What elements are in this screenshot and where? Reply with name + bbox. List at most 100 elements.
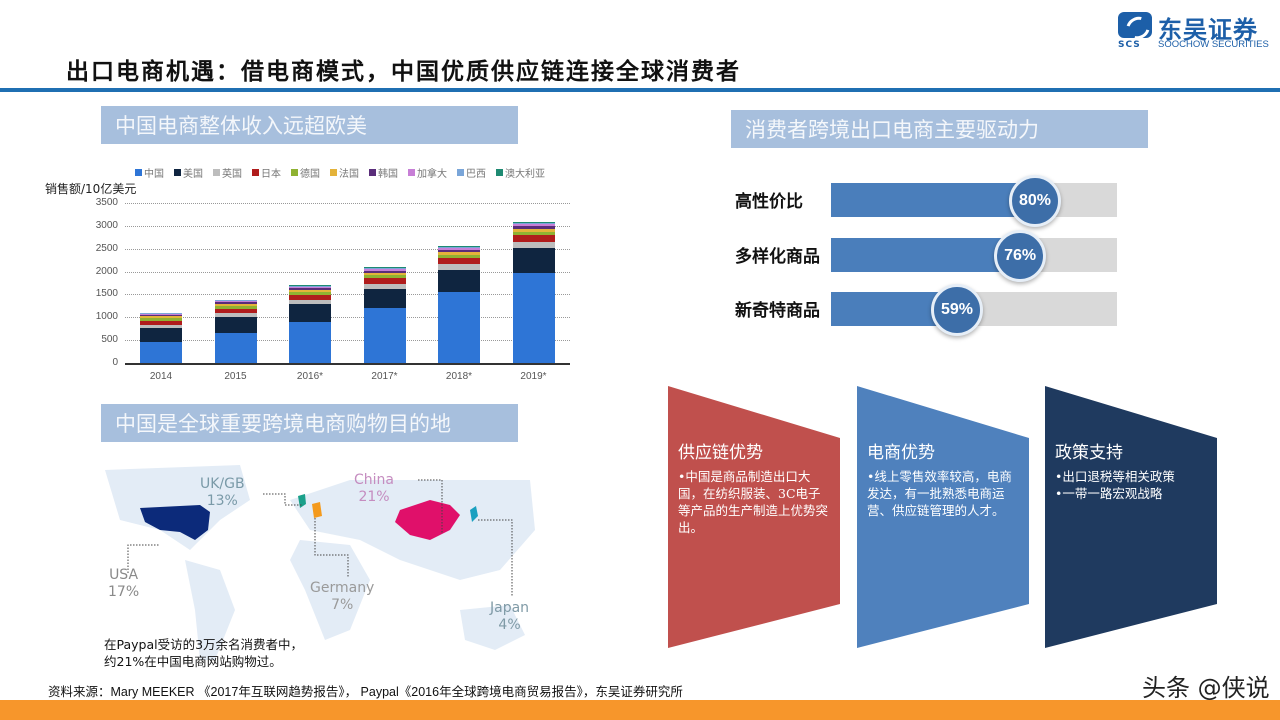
legend-item: 澳大利亚: [496, 165, 545, 180]
bar-segment: [438, 269, 480, 292]
bar-segment: [438, 257, 480, 264]
legend-swatch-icon: [369, 169, 376, 176]
pillar-ecommerce: 电商优势 •线上零售效率较高，电商发达，有一批熟悉电商运营、供应链管理的人才。: [857, 386, 1029, 648]
y-tick-label: 1000: [95, 311, 118, 323]
driver-percent-badge: 76%: [994, 230, 1047, 282]
gridline: [125, 203, 570, 204]
driver-row: 多样化商品 76%: [735, 230, 1135, 282]
driver-label: 高性价比: [735, 192, 803, 212]
y-tick-label: 2500: [95, 242, 118, 254]
bar-segment: [289, 299, 331, 305]
bar-segment: [363, 283, 406, 289]
china-shape: [395, 500, 460, 540]
x-tick-label: 2018*: [445, 371, 473, 382]
legend-item: 美国: [174, 165, 203, 180]
y-tick-label: 3000: [95, 219, 118, 231]
y-tick-label: 3500: [95, 197, 118, 208]
bar-segment: [512, 241, 555, 249]
bar-segment: [438, 246, 480, 248]
bar-segment: [214, 301, 257, 303]
bar-segment: [438, 254, 480, 258]
company-logo: SCS 东吴证券 SOOCHOW SECURITIES: [1118, 10, 1278, 50]
pillar-bullet: •一带一路宏观战略: [1055, 486, 1163, 501]
world-map: UK/GB 13% China 21% USA 17% Germany 7% Japan…: [100, 460, 540, 670]
japan-shape: [470, 506, 478, 522]
bar-segment: [140, 328, 182, 342]
logo-abbrev: SCS: [1118, 40, 1141, 50]
driver-label: 多样化商品: [735, 247, 820, 267]
bar-segment: [512, 221, 555, 223]
bar-segment: [289, 288, 331, 290]
bar-segment: [140, 320, 182, 325]
pillar-shape: [857, 386, 1029, 648]
world-map-graphic: [105, 465, 535, 660]
pillar-supply-chain: 供应链优势 •中国是商品制造出口大国，在纺织服装、3C电子等产品的生产制造上优势…: [668, 386, 840, 648]
watermark: 头条 @侠说: [1142, 674, 1270, 702]
bar-segment: [140, 316, 182, 319]
legend-item: 巴西: [457, 165, 486, 180]
map-note-line-2: 约21%在中国电商网站购物过。: [104, 654, 282, 669]
bar-segment: [512, 222, 555, 225]
bar-segment: [214, 313, 257, 318]
page-title: 出口电商机遇：借电商模式，中国优质供应链连接全球消费者: [66, 58, 741, 85]
stacked-bar: [438, 245, 480, 363]
legend-swatch-icon: [330, 169, 337, 176]
map-label-uk: UK/GB 13%: [200, 476, 245, 509]
bar-segment: [140, 315, 182, 317]
legend-swatch-icon: [135, 169, 142, 176]
legend-swatch-icon: [252, 169, 259, 176]
bar-segment: [289, 321, 331, 363]
bar-segment: [512, 272, 555, 363]
pillar-body: •中国是商品制造出口大国，在纺织服装、3C电子等产品的生产制造上优势突出。: [678, 469, 829, 535]
bar-segment: [214, 317, 257, 333]
footer-bar: [0, 700, 1280, 720]
pillar-policy: 政策支持 •出口退税等相关政策 •一带一路宏观战略: [1045, 386, 1217, 648]
source-note: 资料来源：Mary MEEKER 《2017年互联网趋势报告》， Paypal《…: [48, 685, 683, 699]
title-divider: [0, 88, 1280, 92]
driver-progress-track: 80%: [831, 175, 1117, 227]
bar-segment: [289, 304, 331, 322]
stacked-bar: [140, 312, 182, 363]
bar-segment: [363, 308, 406, 363]
map-label-usa: USA 17%: [108, 567, 140, 600]
legend-swatch-icon: [213, 169, 220, 176]
gridline: [125, 248, 570, 250]
legend-swatch-icon: [174, 169, 181, 176]
bar-segment: [289, 294, 331, 300]
bar-segment: [214, 332, 257, 363]
gridline: [125, 225, 570, 227]
legend-item: 日本: [252, 165, 281, 180]
bar-segment: [512, 231, 555, 236]
usa-shape: [140, 505, 210, 540]
bar-segment: [214, 300, 257, 302]
map-note-line-1: 在Paypal受访的3万余名消费者中，: [104, 637, 304, 652]
x-tick-label: 2019*: [520, 371, 547, 382]
y-tick-label: 1500: [95, 288, 118, 300]
bar-segment: [140, 324, 182, 329]
pillar-bullet: •出口退税等相关政策: [1055, 469, 1175, 484]
gridline: [125, 340, 570, 342]
pillar-title: 供应链优势: [678, 443, 763, 463]
stacked-bar: [512, 221, 555, 363]
driver-row: 新奇特商品 59%: [735, 284, 1135, 336]
map-label-japan: Japan 4%: [490, 600, 530, 633]
map-label-china: China 21%: [354, 472, 394, 505]
section-head-drivers: 消费者跨境出口电商主要驱动力: [731, 110, 1148, 148]
bar-segment: [363, 270, 406, 273]
logo-mark-icon: [1118, 12, 1152, 38]
gridline: [125, 271, 570, 273]
pillar-shape: [1045, 386, 1217, 648]
y-tick-label: 2000: [95, 265, 118, 277]
driver-progress-fill: [831, 238, 1017, 272]
bar-segment: [140, 313, 182, 314]
bar-segment: [289, 292, 331, 295]
legend-item: 法国: [330, 165, 359, 180]
gridline: [125, 317, 570, 319]
x-tick-label: 2016*: [296, 371, 324, 382]
bar-segment: [214, 306, 257, 309]
driver-progress-track: 59%: [831, 284, 1117, 336]
logo-name-en: SOOCHOW SECURITIES: [1158, 39, 1269, 50]
bar-segment: [289, 286, 331, 289]
driver-label: 新奇特商品: [735, 301, 820, 321]
bar-segment: [512, 226, 555, 229]
